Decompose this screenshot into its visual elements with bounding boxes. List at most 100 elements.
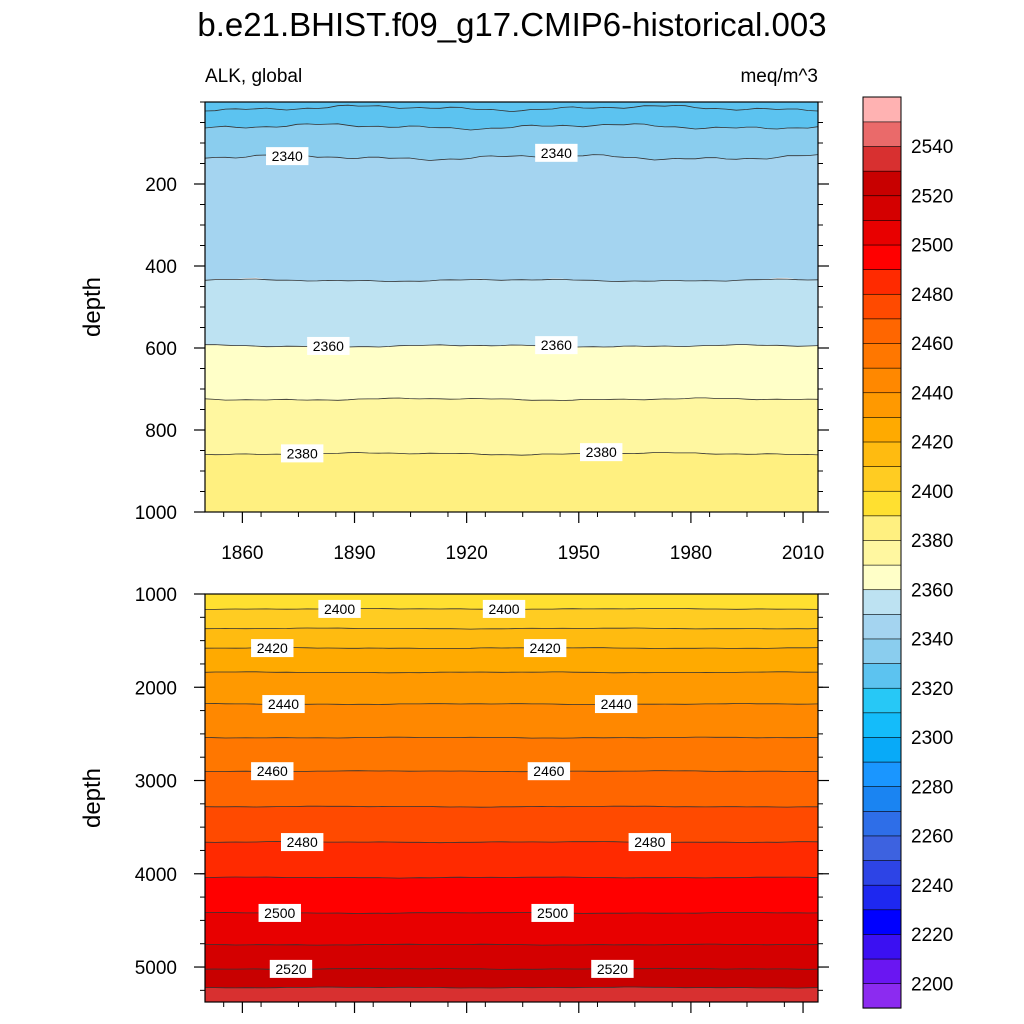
upper-depth-panel: 2340 2340 2360 2360 2380 2380 200 400 600 800 1000… bbox=[79, 101, 829, 564]
contour-label-text: 2520 bbox=[275, 961, 306, 977]
contour-line bbox=[205, 703, 818, 705]
colorbar-label: 2200 bbox=[911, 974, 953, 995]
contour-label-box bbox=[251, 639, 294, 658]
contour-label: 2360 bbox=[535, 336, 578, 355]
contour-label-text: 2460 bbox=[257, 763, 288, 779]
contour-label: 2400 bbox=[318, 599, 361, 618]
y-tick-label: 1000 bbox=[135, 585, 177, 606]
contour-line bbox=[205, 770, 818, 773]
lower-depth-panel: 2400 2400 2420 2420 2440 2440 2460 2460 2480 2480… bbox=[79, 585, 829, 1013]
contour-label: 2520 bbox=[269, 959, 313, 978]
colorbar-label: 2440 bbox=[911, 384, 953, 405]
contour-band bbox=[205, 877, 818, 915]
y-tick-label: 5000 bbox=[135, 958, 177, 979]
colorbar-label: 2340 bbox=[911, 630, 953, 651]
colorbar-box bbox=[862, 638, 902, 664]
colorbar-box bbox=[862, 933, 902, 960]
contour-label-text: 2480 bbox=[287, 834, 318, 850]
contour-label: 2460 bbox=[527, 762, 571, 781]
colorbar-box bbox=[862, 835, 902, 861]
contour-label: 2440 bbox=[262, 695, 305, 714]
contour-label-text: 2520 bbox=[597, 961, 628, 977]
contour-line bbox=[205, 123, 818, 131]
contour-line bbox=[205, 278, 818, 283]
colorbar-box bbox=[862, 392, 902, 418]
plot-area: 2340 2340 2360 2360 2380 2380 bbox=[205, 102, 818, 512]
colorbar-box bbox=[862, 244, 902, 270]
colorbar-label: 2480 bbox=[911, 285, 953, 306]
colorbar-box bbox=[862, 195, 902, 221]
contour-label-box bbox=[482, 599, 526, 618]
contour-label-text: 2500 bbox=[537, 905, 568, 921]
x-tick-label: 2010 bbox=[782, 543, 824, 564]
colorbar-label: 2520 bbox=[911, 187, 953, 208]
colorbar-label: 2240 bbox=[911, 876, 953, 897]
contour-line bbox=[205, 911, 818, 914]
contour-label-box bbox=[523, 639, 567, 658]
contour-label-text: 2460 bbox=[533, 763, 564, 779]
contour-label-box bbox=[307, 336, 350, 355]
contour-line bbox=[205, 805, 818, 808]
contour-label: 2340 bbox=[535, 143, 578, 162]
contour-band bbox=[205, 344, 818, 402]
contour-label-box bbox=[531, 903, 574, 922]
contour-label: 2520 bbox=[591, 959, 634, 978]
contour-label-text: 2380 bbox=[287, 445, 318, 461]
contour-line bbox=[205, 397, 818, 401]
colorbar-box bbox=[862, 170, 902, 197]
x-tick-label: 1860 bbox=[221, 543, 263, 564]
y-tick-label: 600 bbox=[145, 339, 177, 360]
contour-band bbox=[205, 987, 818, 1002]
contour-line bbox=[205, 876, 818, 879]
y-tick-label: 3000 bbox=[135, 772, 177, 793]
colorbar-label: 2260 bbox=[911, 827, 953, 848]
contour-band bbox=[205, 671, 818, 706]
colorbar-label: 2360 bbox=[911, 580, 953, 601]
colorbar-box bbox=[862, 539, 902, 566]
colorbar-box bbox=[862, 342, 902, 369]
colorbar-box bbox=[862, 983, 902, 1009]
contour-label-text: 2380 bbox=[586, 444, 617, 460]
y-axis-label: depth bbox=[79, 768, 106, 828]
colorbar-box bbox=[862, 736, 902, 763]
colorbar-box bbox=[862, 318, 902, 344]
contour-label-box bbox=[251, 762, 294, 781]
colorbar-box bbox=[862, 786, 902, 812]
chart-title: b.e21.BHIST.f09_g17.CMIP6-historical.003 bbox=[197, 6, 826, 43]
contour-band bbox=[205, 123, 818, 162]
contour-band bbox=[205, 944, 818, 970]
colorbar-box bbox=[862, 441, 902, 467]
contour-label-box bbox=[262, 695, 305, 714]
contour-line bbox=[205, 671, 818, 674]
variable-label: ALK, global bbox=[205, 66, 302, 87]
colorbar-label: 2460 bbox=[911, 334, 953, 355]
units-label: meq/m^3 bbox=[740, 66, 818, 87]
y-tick-label: 1000 bbox=[135, 503, 177, 524]
contour-label-box bbox=[527, 762, 571, 781]
contour-line bbox=[205, 736, 818, 739]
contour-label-text: 2440 bbox=[268, 696, 299, 712]
contour-label: 2420 bbox=[523, 639, 567, 658]
contour-band bbox=[205, 968, 818, 989]
contour-label: 2420 bbox=[251, 639, 294, 658]
contour-label-text: 2400 bbox=[324, 601, 355, 617]
contour-label: 2500 bbox=[531, 903, 574, 922]
contour-label-text: 2440 bbox=[601, 696, 632, 712]
contour-label: 2360 bbox=[307, 336, 350, 355]
contour-label: 2480 bbox=[280, 833, 324, 852]
contour-band bbox=[205, 647, 818, 674]
contour-label-text: 2360 bbox=[313, 338, 344, 354]
colorbar-box bbox=[862, 293, 902, 320]
colorbar-box bbox=[862, 712, 902, 738]
colorbar-label: 2280 bbox=[911, 777, 953, 798]
colorbar-box bbox=[862, 884, 902, 911]
colorbar-box bbox=[862, 96, 902, 123]
colorbar-label: 2400 bbox=[911, 482, 953, 503]
colorbar-box bbox=[862, 810, 902, 837]
contour-label-box bbox=[269, 959, 313, 978]
contour-label: 2380 bbox=[280, 444, 324, 463]
contour-label-box bbox=[580, 443, 623, 462]
contour-label-text: 2360 bbox=[541, 337, 572, 353]
colorbar-box bbox=[862, 613, 902, 640]
